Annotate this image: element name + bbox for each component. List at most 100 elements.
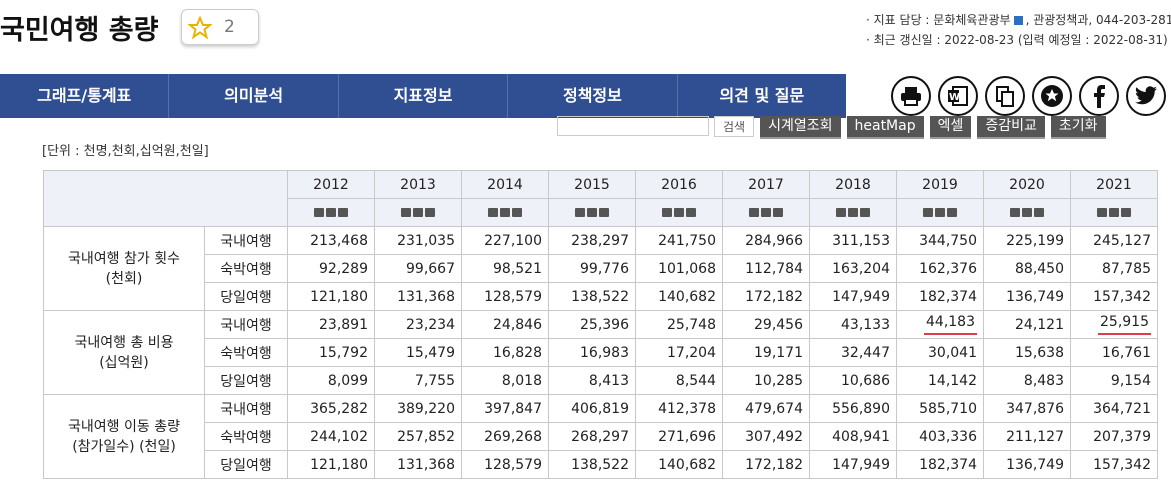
value-cell: 16,983 <box>548 338 636 367</box>
sort-cell <box>896 198 984 227</box>
sort-button[interactable] <box>512 207 522 217</box>
sort-button[interactable] <box>500 207 510 217</box>
button[interactable]: 증감비교 <box>977 116 1045 139</box>
data-row: 당일여행 121,180 131,368 128,579 138,522 140,682 1… <box>44 282 1158 311</box>
value: 10,285 <box>754 372 803 389</box>
sort-button[interactable] <box>947 207 957 217</box>
tab-bar: 그래프/통계표 의미분석 지표정보 정책정보 의견 및 질문 <box>0 74 846 118</box>
value-cell: 24,121 <box>983 310 1071 339</box>
sort-button[interactable] <box>848 207 858 217</box>
value-cell: 131,368 <box>374 450 462 479</box>
sort-button[interactable] <box>1109 207 1119 217</box>
value: 23,891 <box>319 316 368 333</box>
value-cell: 172,182 <box>722 450 810 479</box>
value: 16,761 <box>1102 344 1151 361</box>
sort-button[interactable] <box>488 207 498 217</box>
value: 128,579 <box>484 288 542 305</box>
value-cell: 211,127 <box>983 422 1071 451</box>
sort-button[interactable] <box>413 207 423 217</box>
sort-button[interactable] <box>1121 207 1131 217</box>
word-icon[interactable]: W <box>938 76 978 116</box>
sort-button[interactable] <box>860 207 870 217</box>
value: 138,522 <box>571 288 629 305</box>
sort-button[interactable] <box>425 207 435 217</box>
value-cell: 87,785 <box>1070 254 1158 283</box>
sort-button[interactable] <box>575 207 585 217</box>
button[interactable]: heatMap <box>846 116 924 139</box>
sort-button[interactable] <box>338 207 348 217</box>
data-row: 당일여행 121,180 131,368 128,579 138,522 140,682 1… <box>44 450 1158 479</box>
sort-button[interactable] <box>1034 207 1044 217</box>
search-input[interactable] <box>557 116 709 136</box>
value: 98,521 <box>493 260 542 277</box>
tab[interactable]: 정책정보 <box>508 74 678 118</box>
sort-button[interactable] <box>935 207 945 217</box>
tab[interactable]: 그래프/통계표 <box>0 74 170 118</box>
value: 29,456 <box>754 316 803 333</box>
data-row: 숙박여행 15,792 15,479 16,828 16,983 17,204 19,171… <box>44 338 1158 367</box>
sort-button[interactable] <box>674 207 684 217</box>
sort-button[interactable] <box>923 207 933 217</box>
row-label: 국내여행 <box>204 226 288 255</box>
value: 211,127 <box>1006 428 1064 445</box>
value-cell: 227,100 <box>461 226 549 255</box>
tab[interactable]: 의견 및 질문 <box>719 86 805 105</box>
data-row: 숙박여행 92,289 99,667 98,521 99,776 101,068 112,7… <box>44 254 1158 283</box>
value: 140,682 <box>658 456 716 473</box>
value: 136,749 <box>1006 456 1064 473</box>
value: 8,413 <box>588 372 629 389</box>
twitter-icon[interactable] <box>1126 76 1166 116</box>
button[interactable]: 초기화 <box>1050 116 1106 139</box>
value: 88,450 <box>1015 260 1064 277</box>
sort-button[interactable] <box>587 207 597 217</box>
tab[interactable]: 지표정보 <box>339 74 509 118</box>
sort-button[interactable] <box>662 207 672 217</box>
year-header: 2019 <box>896 170 984 199</box>
sort-button[interactable] <box>836 207 846 217</box>
sort-button[interactable] <box>1022 207 1032 217</box>
button[interactable]: 검색 <box>714 116 755 137</box>
value-cell: 157,342 <box>1070 282 1158 311</box>
sort-button[interactable] <box>773 207 783 217</box>
value: 389,220 <box>397 400 455 417</box>
sort-button[interactable] <box>326 207 336 217</box>
print-icon[interactable] <box>891 76 931 116</box>
meta-text: , 관광정책과, 044-203-281 <box>1025 13 1171 27</box>
row-label: 국내여행 <box>204 310 288 339</box>
value-cell: 163,204 <box>809 254 897 283</box>
value-cell: 121,180 <box>287 450 375 479</box>
sort-button[interactable] <box>749 207 759 217</box>
sort-button[interactable] <box>1097 207 1107 217</box>
sort-button[interactable] <box>686 207 696 217</box>
value-cell: 16,761 <box>1070 338 1158 367</box>
facebook-icon[interactable] <box>1079 76 1119 116</box>
value: 172,182 <box>745 288 803 305</box>
value-cell: 138,522 <box>548 450 636 479</box>
sort-button[interactable] <box>401 207 411 217</box>
value-cell: 268,297 <box>548 422 636 451</box>
value: 344,750 <box>919 232 977 249</box>
value-cell: 364,721 <box>1070 394 1158 423</box>
value: 44,183 <box>924 314 977 335</box>
value-cell: 172,182 <box>722 282 810 311</box>
value-cell: 8,544 <box>635 366 723 395</box>
button[interactable]: 시계열조회 <box>760 116 841 139</box>
tab[interactable]: 의미분석 <box>169 74 339 118</box>
favorite-button[interactable]: 2 <box>181 9 259 45</box>
bookmark-icon[interactable] <box>1032 76 1072 116</box>
value-cell: 140,682 <box>635 282 723 311</box>
value-cell: 121,180 <box>287 282 375 311</box>
value-cell: 225,199 <box>983 226 1071 255</box>
sort-button[interactable] <box>314 207 324 217</box>
value-cell: 23,891 <box>287 310 375 339</box>
value-cell: 23,234 <box>374 310 462 339</box>
copy-icon[interactable] <box>985 76 1025 116</box>
sort-button[interactable] <box>1010 207 1020 217</box>
data-row: 숙박여행 244,102 257,852 269,268 268,297 271,696 3… <box>44 422 1158 451</box>
value-cell: 347,876 <box>983 394 1071 423</box>
sort-button[interactable] <box>599 207 609 217</box>
corner-cell <box>43 170 288 227</box>
sort-button[interactable] <box>761 207 771 217</box>
sort-cell <box>461 198 549 227</box>
button[interactable]: 엑셀 <box>929 116 972 139</box>
